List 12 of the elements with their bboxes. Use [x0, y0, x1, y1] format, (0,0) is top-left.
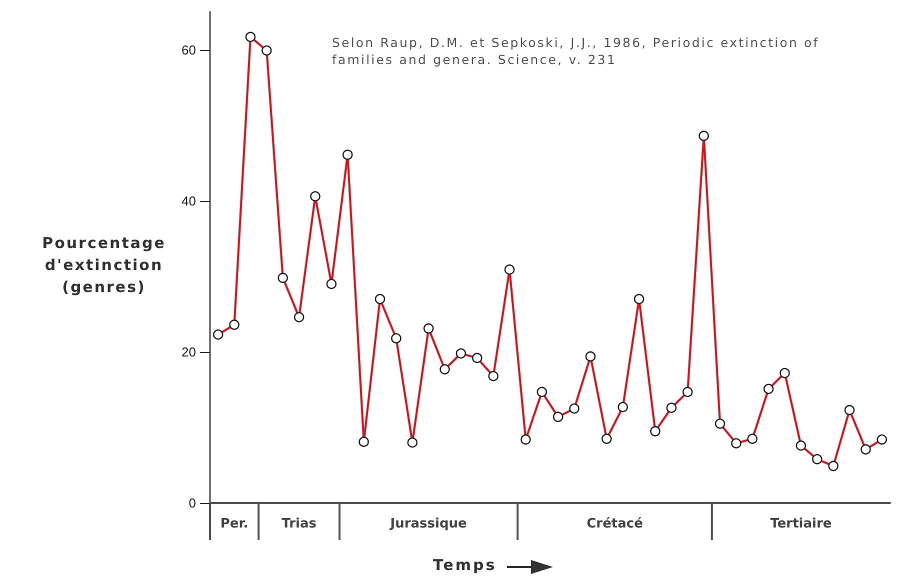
y-axis-title: Pourcentage d'extinction (genres) [41, 233, 167, 298]
text: Jurassique [389, 516, 468, 532]
y-tick-label: 40 [182, 193, 196, 208]
x-axis-title: Temps [433, 556, 497, 574]
text: Per. [220, 516, 248, 532]
text: Crétacé [586, 516, 644, 532]
y-tick-label: 20 [182, 344, 196, 360]
text: Trias [282, 516, 317, 532]
y-tick-label: 60 [182, 42, 196, 58]
annotation: Selon Raup, D.M. et Sepkoski, J.J., 1986, Periodic extinction of families and genera. Science, v. 231 [332, 34, 820, 68]
text: Tertiaire [770, 516, 832, 532]
y-tick-label: 0 [188, 496, 196, 510]
